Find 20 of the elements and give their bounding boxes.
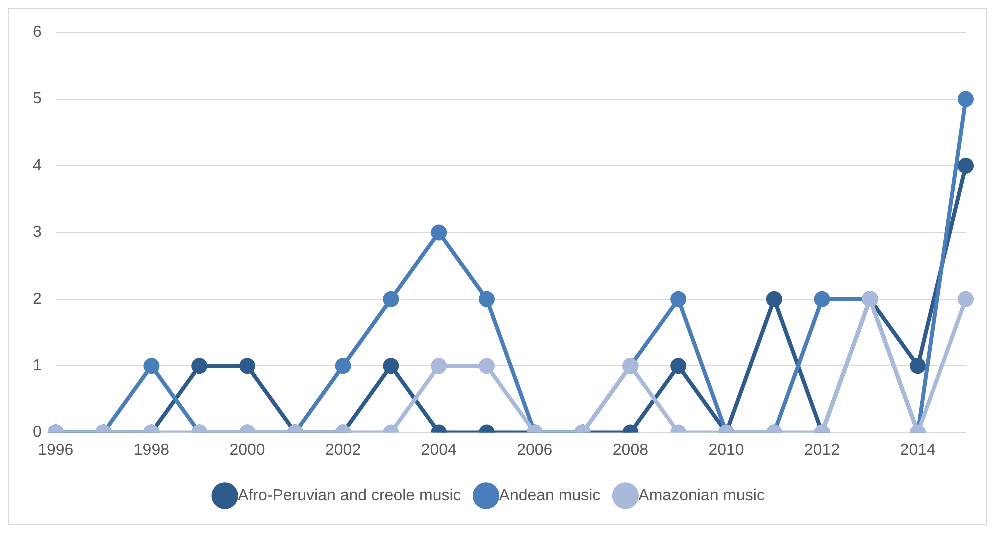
y-tick-label: 6	[32, 24, 42, 42]
x-tick-label: 2012	[804, 442, 840, 459]
y-tick-label: 5	[32, 90, 42, 108]
y-tick-label: 2	[32, 290, 42, 308]
x-tick-label: 2000	[230, 442, 266, 459]
x-tick-label: 2014	[900, 442, 936, 459]
y-tick-label: 1	[32, 358, 42, 375]
y-tick-label: 3	[32, 224, 42, 242]
y-tick-label: 4	[32, 157, 42, 174]
x-tick-label: 2002	[326, 442, 362, 459]
legend-label: Afro-Peruvian and creole music	[238, 487, 462, 504]
legend-label: Andean music	[499, 487, 601, 504]
x-tick-label: 1998	[134, 442, 170, 459]
x-tick-label: 2004	[421, 442, 457, 459]
legend-label: Amazonian music	[638, 487, 765, 504]
y-tick-label: 0	[32, 424, 42, 442]
x-tick-label: 2010	[708, 442, 744, 459]
x-tick-label: 2008	[612, 442, 649, 459]
x-tick-label: 2006	[517, 442, 553, 459]
x-tick-label: 1996	[38, 442, 74, 459]
